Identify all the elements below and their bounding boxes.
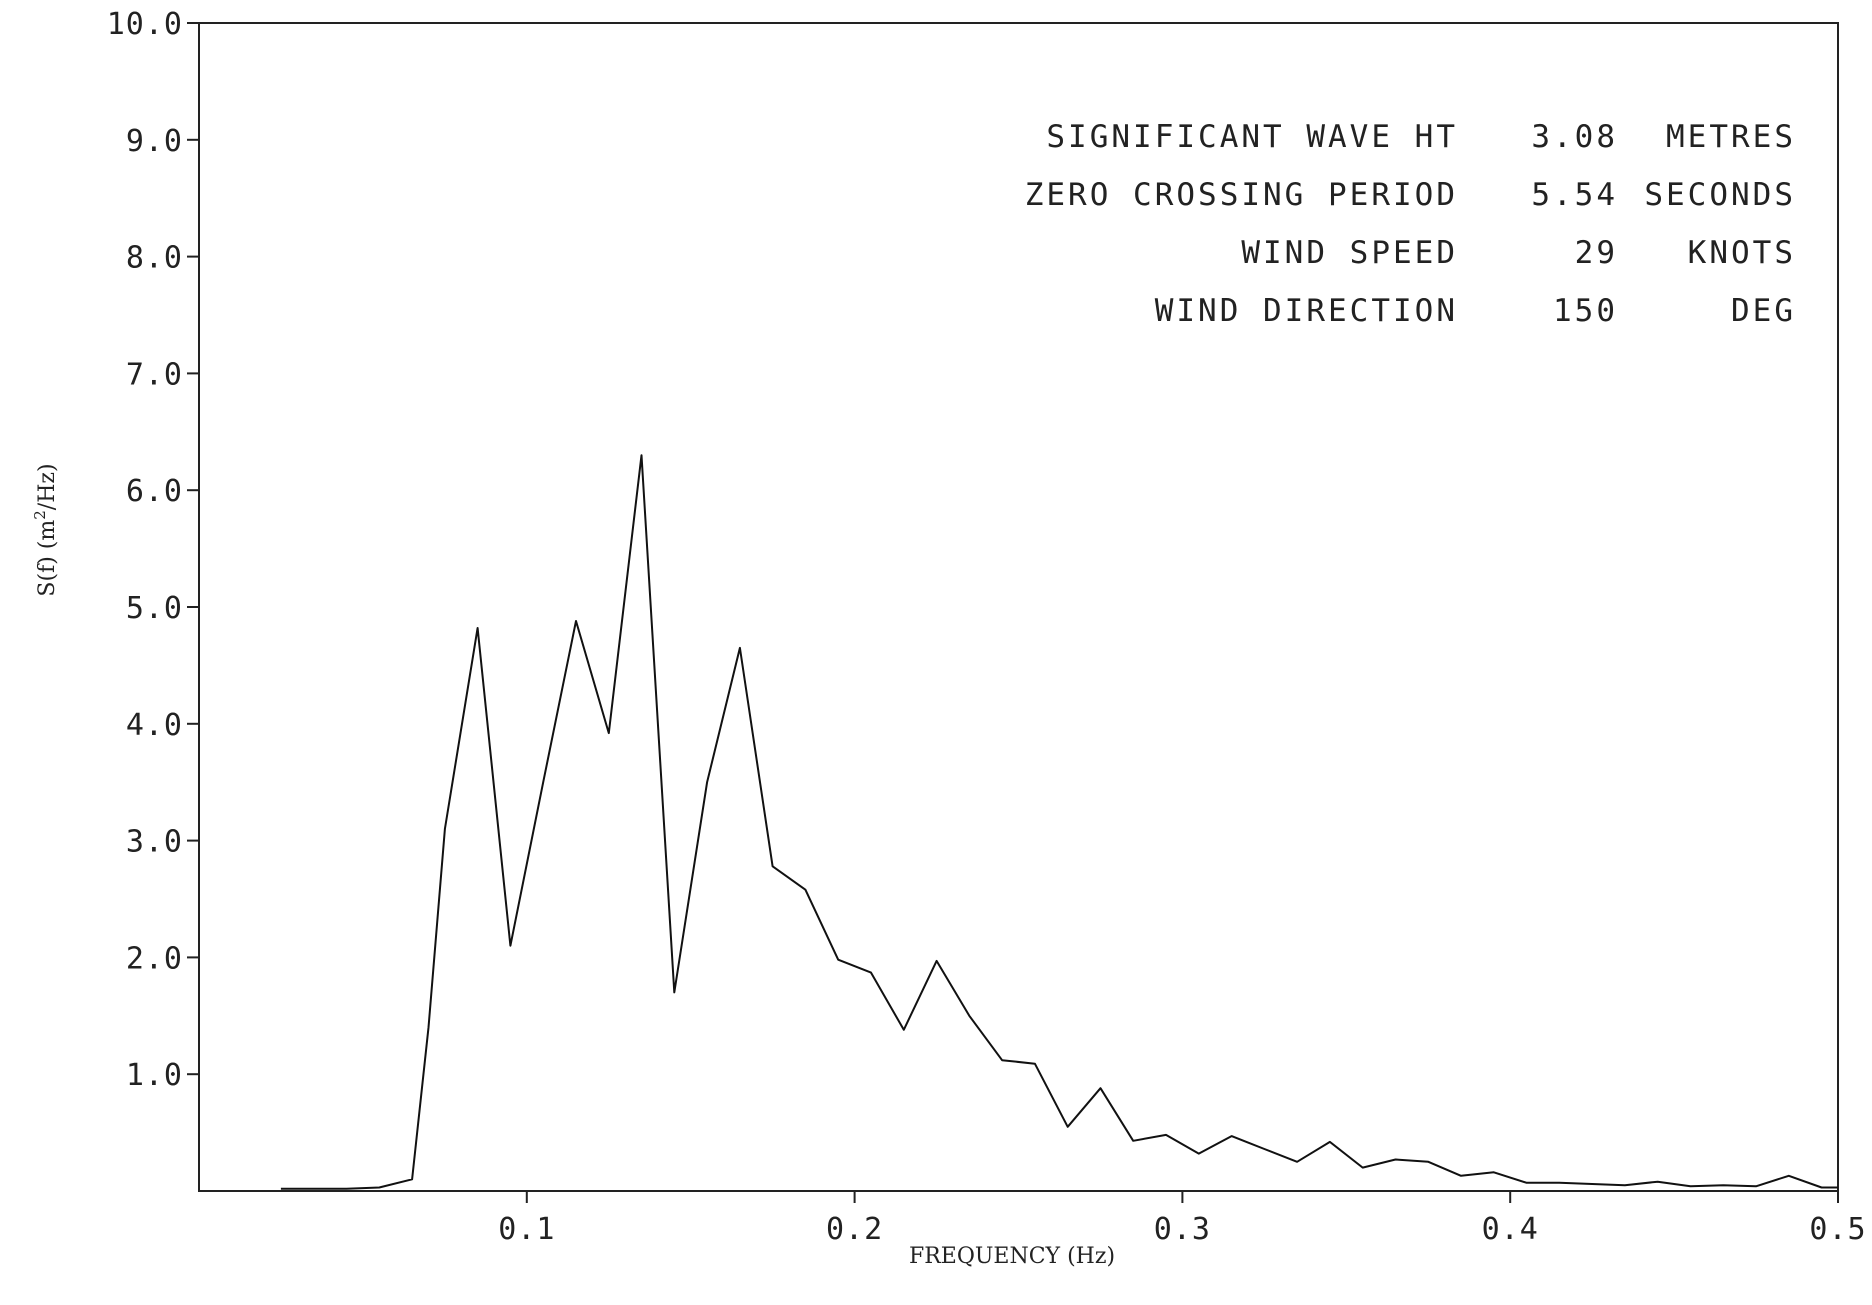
annotation-unit: SECONDS: [1644, 177, 1796, 213]
y-tick-label: 8.0: [126, 241, 183, 276]
y-axis-title: S(f) (m2/Hz): [31, 463, 60, 596]
annotation-value: 3.08: [1531, 119, 1618, 155]
x-tick-label: 0.5: [1809, 1212, 1866, 1247]
y-tick-label: 4.0: [126, 708, 183, 743]
x-tick-label: 0.4: [1482, 1212, 1539, 1247]
annotation-label: WIND SPEED: [1241, 235, 1458, 271]
x-axis-title: FREQUENCY (Hz): [909, 1244, 1115, 1269]
x-tick-label: 0.3: [1154, 1212, 1211, 1247]
y-tick-label: 5.0: [126, 591, 183, 626]
annotation-panel: SIGNIFICANT WAVE HT 3.08 METRES ZERO CROSSI…: [1025, 119, 1796, 329]
annotation-value: 5.54: [1531, 177, 1618, 213]
y-tick-label: 3.0: [126, 825, 183, 860]
y-axis-title-tail: /Hz): [35, 463, 60, 510]
annotation-unit: KNOTS: [1688, 235, 1796, 271]
series-layer: [280, 454, 1838, 1190]
y-tick-label: 1.0: [126, 1058, 183, 1093]
x-tick-label: 0.1: [498, 1212, 555, 1247]
y-tick-label: 6.0: [126, 474, 183, 509]
annotation-value: 150: [1553, 293, 1618, 329]
annotation-label: SIGNIFICANT WAVE HT: [1046, 119, 1458, 155]
y-tick-label: 9.0: [126, 124, 183, 159]
annotation-unit: DEG: [1731, 293, 1796, 329]
y-axis-title-main: S(f) (m: [35, 520, 60, 597]
y-axis-title-superscript: 2: [31, 510, 49, 520]
annotation-value: 29: [1575, 235, 1618, 271]
spectrum-line: [280, 454, 1838, 1190]
annotation-unit: METRES: [1666, 119, 1796, 155]
x-tick-label: 0.2: [826, 1212, 883, 1247]
y-tick-label: 7.0: [126, 357, 183, 392]
annotation-label: ZERO CROSSING PERIOD: [1025, 177, 1458, 213]
annotation-label: WIND DIRECTION: [1155, 293, 1458, 329]
y-tick-label: 10.0: [107, 7, 183, 42]
y-tick-label: 2.0: [126, 941, 183, 976]
axes: 1.0 2.0 3.0 4.0 5.0 6.0 7.0 8.0 9.0 10.0 0.1 0.2 0.3…: [107, 7, 1866, 1247]
